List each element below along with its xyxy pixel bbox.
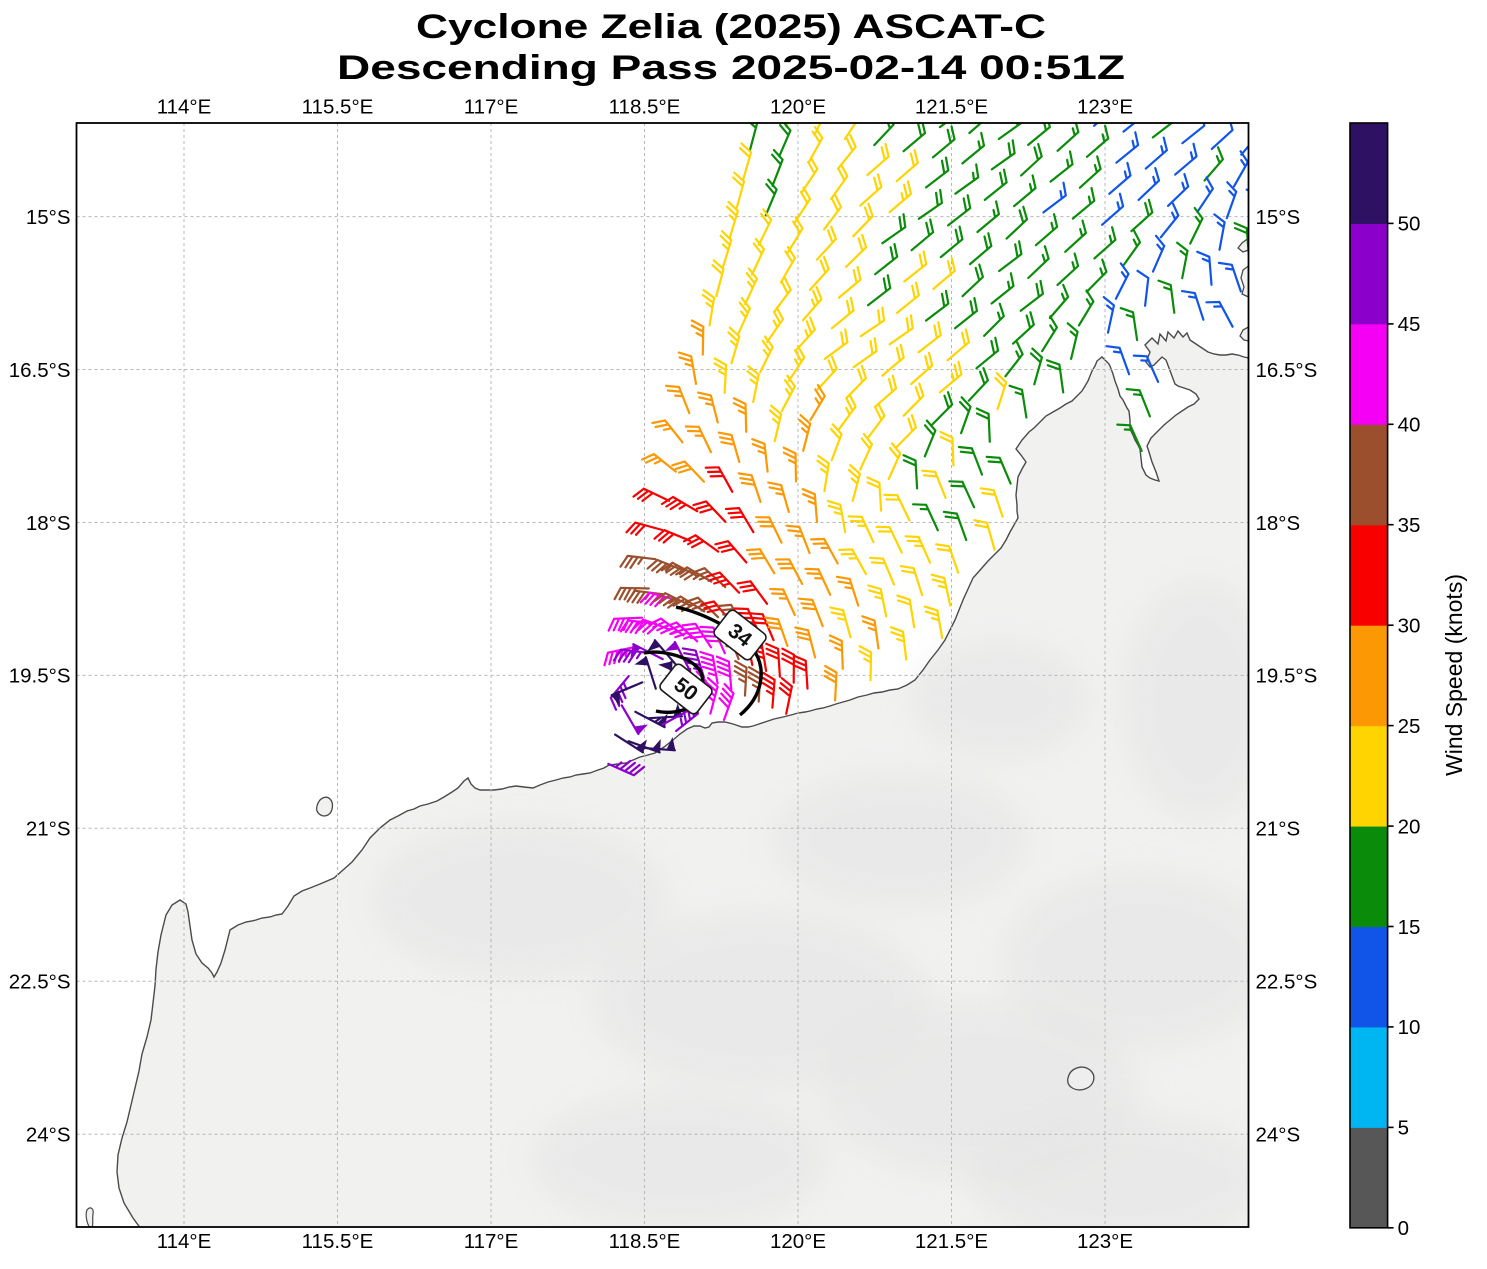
svg-text:114°E: 114°E bbox=[157, 1230, 212, 1253]
svg-text:118.5°E: 118.5°E bbox=[609, 1230, 681, 1253]
svg-text:50: 50 bbox=[1398, 213, 1421, 236]
svg-text:117°E: 117°E bbox=[464, 1230, 519, 1253]
svg-text:5: 5 bbox=[1398, 1117, 1409, 1140]
svg-text:120°E: 120°E bbox=[770, 1230, 826, 1253]
svg-text:Descending Pass 2025-02-14 00:: Descending Pass 2025-02-14 00:51Z bbox=[337, 49, 1125, 87]
svg-text:18°S: 18°S bbox=[26, 512, 71, 535]
svg-text:24°S: 24°S bbox=[26, 1124, 71, 1147]
svg-text:123°E: 123°E bbox=[1077, 96, 1133, 119]
svg-text:114°E: 114°E bbox=[157, 96, 212, 119]
svg-text:0: 0 bbox=[1398, 1217, 1409, 1240]
svg-text:10: 10 bbox=[1398, 1016, 1421, 1039]
svg-text:115.5°E: 115.5°E bbox=[302, 1230, 374, 1253]
svg-text:16.5°S: 16.5°S bbox=[9, 359, 71, 382]
svg-text:18°S: 18°S bbox=[1256, 512, 1301, 535]
svg-text:20: 20 bbox=[1398, 815, 1421, 838]
svg-text:21°S: 21°S bbox=[1256, 818, 1301, 841]
svg-text:15°S: 15°S bbox=[26, 206, 71, 229]
svg-text:120°E: 120°E bbox=[770, 96, 826, 119]
svg-text:19.5°S: 19.5°S bbox=[1256, 665, 1318, 688]
svg-text:118.5°E: 118.5°E bbox=[609, 96, 681, 119]
svg-text:117°E: 117°E bbox=[464, 96, 519, 119]
svg-text:30: 30 bbox=[1398, 615, 1421, 638]
svg-text:45: 45 bbox=[1398, 313, 1421, 336]
svg-text:19.5°S: 19.5°S bbox=[9, 665, 71, 688]
svg-text:15: 15 bbox=[1398, 916, 1421, 939]
svg-text:121.5°E: 121.5°E bbox=[915, 1230, 988, 1253]
svg-text:Cyclone Zelia (2025) ASCAT-C: Cyclone Zelia (2025) ASCAT-C bbox=[416, 8, 1046, 46]
svg-text:Wind Speed (knots): Wind Speed (knots) bbox=[1441, 574, 1467, 776]
svg-text:121.5°E: 121.5°E bbox=[915, 96, 988, 119]
svg-text:22.5°S: 22.5°S bbox=[9, 971, 71, 994]
svg-text:22.5°S: 22.5°S bbox=[1256, 971, 1318, 994]
svg-text:15°S: 15°S bbox=[1256, 206, 1301, 229]
svg-text:16.5°S: 16.5°S bbox=[1256, 359, 1318, 382]
svg-text:115.5°E: 115.5°E bbox=[302, 96, 374, 119]
svg-text:21°S: 21°S bbox=[26, 818, 71, 841]
svg-text:25: 25 bbox=[1398, 715, 1421, 738]
svg-text:40: 40 bbox=[1398, 414, 1421, 437]
svg-text:35: 35 bbox=[1398, 514, 1421, 537]
svg-text:24°S: 24°S bbox=[1256, 1124, 1301, 1147]
svg-text:123°E: 123°E bbox=[1077, 1230, 1133, 1253]
